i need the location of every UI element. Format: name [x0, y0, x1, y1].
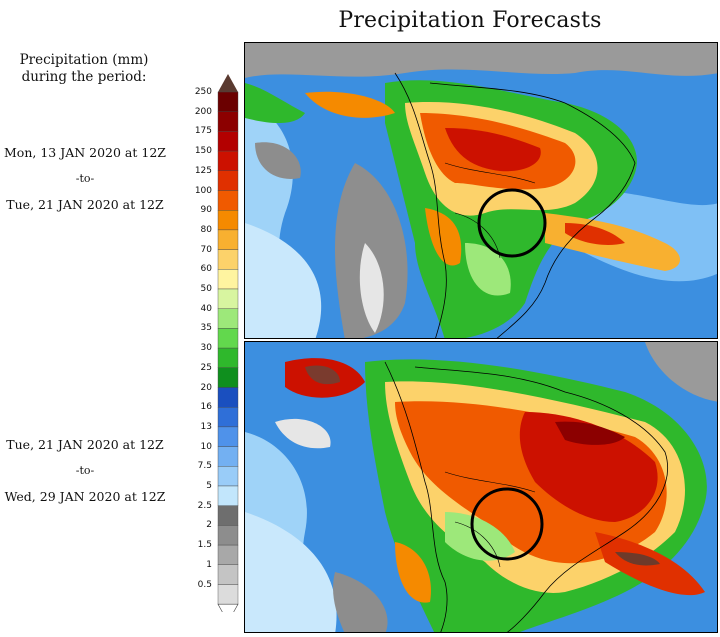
legend-tick-label: 5 — [206, 481, 212, 491]
legend-tick-label: 250 — [194, 87, 212, 97]
legend-tick-label: 7.5 — [197, 461, 212, 472]
legend-swatch — [217, 229, 239, 250]
period-2-start: Tue, 21 JAN 2020 at 12Z — [6, 437, 164, 452]
period-1-end: Tue, 21 JAN 2020 at 12Z — [6, 197, 164, 212]
legend-swatch — [217, 466, 239, 487]
legend-tick-label: 1.5 — [197, 540, 212, 551]
legend-tick-label: 40 — [200, 303, 212, 314]
legend-swatch — [217, 525, 239, 546]
legend-tick-label: 25 — [200, 362, 212, 373]
legend-swatch — [217, 584, 239, 605]
highlight-circle-2 — [470, 487, 544, 561]
period-2-end: Wed, 29 JAN 2020 at 12Z — [4, 489, 166, 504]
legend-tick-label: 30 — [200, 343, 212, 354]
legend-tick-label: 70 — [200, 244, 212, 255]
legend-tick-label: 13 — [200, 421, 212, 432]
page-title: Precipitation Forecasts — [338, 8, 602, 33]
period-1-sep: -to- — [75, 172, 95, 185]
precip-color-legend: 250 200 175 150 125 100 90 80 70 60 50 40 35 30 25 20 16… — [186, 72, 244, 612]
legend-swatch — [217, 111, 239, 132]
legend-tick-label: 60 — [200, 264, 212, 275]
legend-tick-label: 1 — [206, 559, 212, 570]
legend-tick-label: 150 — [194, 146, 212, 157]
period-1-label: Mon, 13 JAN 2020 at 12Z -to- Tue, 21 JAN… — [0, 145, 170, 213]
legend-tick-label: 0.5 — [197, 579, 212, 590]
legend-swatch — [217, 544, 239, 566]
legend-swatch — [217, 288, 239, 309]
forecast-map-panel-1 — [244, 42, 718, 339]
legend-swatch — [217, 347, 239, 369]
legend-swatch — [217, 387, 239, 408]
legend-swatch — [217, 249, 239, 270]
legend-tick-label: 100 — [194, 185, 212, 196]
legend-tick-label: 16 — [200, 402, 212, 413]
legend-swatch — [217, 170, 239, 191]
legend-tick-label: 2.5 — [197, 500, 212, 511]
period-2-label: Tue, 21 JAN 2020 at 12Z -to- Wed, 29 JAN… — [0, 437, 170, 505]
legend-arrow-bottom — [217, 603, 239, 612]
legend-tick-label: 2 — [206, 520, 212, 531]
legend-swatch — [217, 131, 239, 152]
legend-heading-line-1: Precipitation (mm) — [19, 52, 149, 68]
legend-tick-label: 10 — [200, 441, 212, 452]
map-1 — [245, 43, 717, 338]
legend-swatch — [217, 308, 239, 329]
legend-tick-label: 90 — [200, 205, 212, 216]
legend-bar — [217, 74, 239, 612]
period-1-start: Mon, 13 JAN 2020 at 12Z — [4, 145, 166, 160]
legend-tick-label: 35 — [200, 323, 212, 334]
legend-swatch — [217, 190, 239, 211]
legend-swatch — [217, 150, 239, 171]
legend-tick-label: 80 — [200, 224, 212, 235]
legend-tick-label: 125 — [194, 165, 212, 176]
highlight-circle-1 — [477, 188, 547, 258]
legend-swatch — [217, 269, 239, 290]
period-2-sep: -to- — [75, 464, 95, 477]
legend-arrow-top — [218, 74, 238, 92]
legend-swatch — [217, 564, 239, 585]
legend-swatch — [217, 91, 239, 112]
legend-swatch — [217, 485, 239, 506]
map-2 — [245, 342, 717, 632]
legend-swatch — [217, 505, 239, 526]
forecast-map-panel-2 — [244, 341, 718, 633]
legend-swatch — [217, 407, 239, 428]
legend-heading: Precipitation (mm) during the period: — [4, 52, 164, 86]
legend-tick-label: 175 — [194, 126, 212, 137]
legend-heading-line-2: during the period: — [21, 69, 147, 85]
legend-swatch — [217, 426, 239, 447]
legend-swatch — [217, 209, 239, 231]
legend-tick-label: 20 — [200, 382, 212, 393]
legend-swatch — [217, 367, 239, 388]
legend-tick-label: 50 — [200, 284, 212, 294]
legend-swatch — [217, 328, 239, 349]
legend-tick-label: 200 — [194, 106, 212, 117]
legend-swatch — [217, 446, 239, 467]
